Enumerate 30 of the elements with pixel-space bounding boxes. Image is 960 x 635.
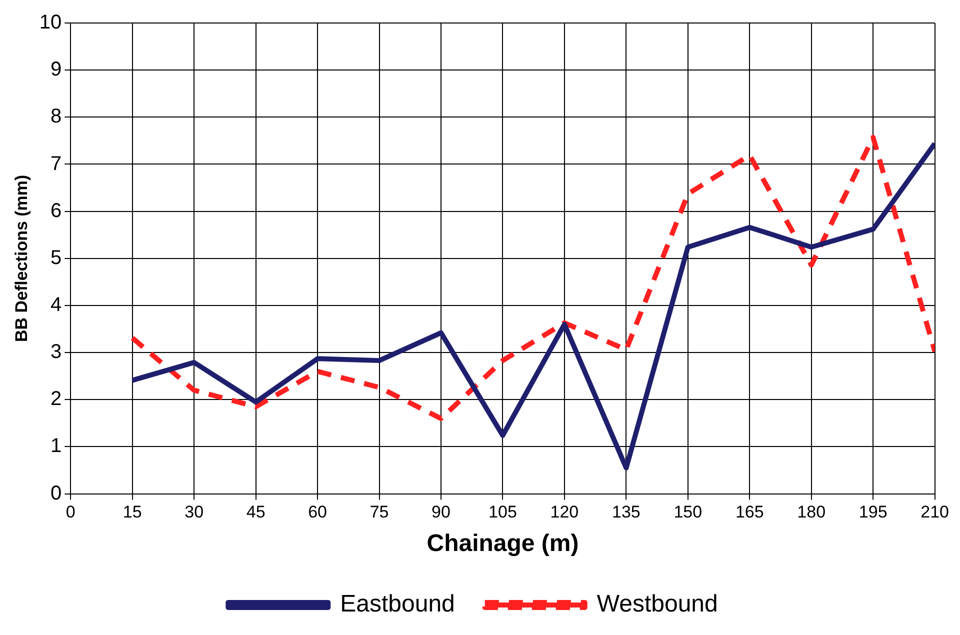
y-tick-label: 0 (50, 482, 62, 504)
legend-label: Westbound (596, 590, 718, 618)
y-tick-label: 5 (50, 246, 62, 269)
x-tick-label: 90 (432, 502, 450, 522)
x-tick-label: 180 (797, 502, 826, 522)
x-tick-label: 0 (66, 502, 76, 522)
x-tick-label: 150 (674, 502, 702, 522)
x-tick-label: 165 (735, 502, 764, 522)
y-tick-label: 4 (50, 294, 62, 316)
y-tick-label: 10 (39, 12, 62, 34)
x-tick-label: 75 (370, 502, 389, 522)
x-tick-label: 105 (488, 502, 517, 522)
y-tick-label: 2 (50, 388, 62, 410)
y-axis-title: BB Deflections (mm) (12, 174, 31, 342)
x-tick-label: 135 (612, 502, 640, 522)
y-tick-label: 7 (50, 152, 62, 175)
x-tick-label: 60 (308, 502, 328, 522)
legend-label: Eastbound (340, 590, 455, 618)
y-tick-label: 9 (50, 58, 62, 81)
y-tick-label: 1 (50, 435, 62, 458)
y-tick-label: 6 (50, 200, 62, 222)
x-tick-label: 195 (858, 502, 888, 522)
x-axis-title: Chainage (m) (426, 530, 579, 558)
x-tick-label: 45 (246, 502, 266, 522)
x-tick-label: 30 (184, 502, 204, 522)
x-tick-label: 120 (550, 502, 579, 522)
x-tick-label: 15 (122, 502, 142, 522)
y-tick-label: 8 (50, 106, 62, 128)
y-tick-label: 3 (50, 341, 62, 364)
x-tick-label: 210 (920, 502, 950, 522)
